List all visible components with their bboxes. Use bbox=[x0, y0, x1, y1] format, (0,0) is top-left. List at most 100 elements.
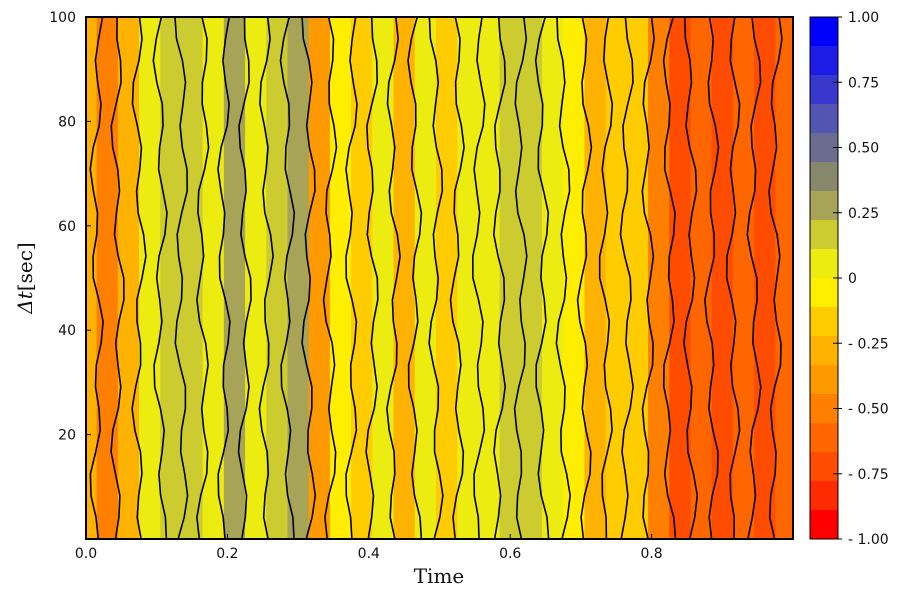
contour-band bbox=[86, 17, 98, 539]
colorbar-level bbox=[810, 452, 838, 482]
contour-band bbox=[160, 17, 183, 539]
contour-line bbox=[641, 17, 656, 539]
colorbar-tick-label: 0.75 bbox=[848, 75, 879, 91]
colorbar-level bbox=[810, 17, 838, 47]
contour-band bbox=[775, 17, 793, 539]
contour-line bbox=[725, 17, 741, 539]
contour-line bbox=[237, 17, 252, 539]
contour-line bbox=[704, 17, 720, 539]
x-axis-label: Time bbox=[414, 564, 465, 588]
contour-lines bbox=[89, 17, 783, 539]
contour-line bbox=[217, 17, 231, 539]
svg-text:Δt[sec]: Δt[sec] bbox=[13, 242, 37, 314]
colorbar-level bbox=[810, 481, 838, 511]
contour-band bbox=[139, 17, 161, 539]
contour-band bbox=[329, 17, 352, 539]
colorbar-level bbox=[810, 191, 838, 221]
contour-band bbox=[711, 17, 734, 539]
colorbar-level bbox=[810, 75, 838, 105]
contour-line bbox=[598, 17, 614, 539]
contour-line bbox=[513, 17, 528, 539]
contour-line bbox=[471, 17, 486, 539]
x-tick-label: 0.8 bbox=[640, 546, 662, 562]
contour-band bbox=[351, 17, 373, 539]
contour-band bbox=[669, 17, 692, 539]
contour-fill bbox=[86, 17, 793, 539]
colorbar-tick-label: - 0.25 bbox=[848, 336, 889, 352]
contour-band bbox=[435, 17, 458, 539]
x-tick-label: 0.0 bbox=[75, 546, 97, 562]
contour-line bbox=[279, 17, 296, 539]
x-tick-label: 0.4 bbox=[358, 546, 380, 562]
contour-band bbox=[520, 17, 543, 539]
contour-band bbox=[478, 17, 501, 539]
contour-band bbox=[584, 17, 607, 539]
colorbar-tick-label: - 0.75 bbox=[848, 467, 889, 483]
colorbar-level bbox=[810, 336, 838, 366]
contour-line bbox=[746, 17, 762, 539]
contour-band bbox=[266, 17, 289, 539]
colorbar-level bbox=[810, 278, 838, 308]
contour-band bbox=[308, 17, 331, 539]
colorbar-level bbox=[810, 162, 838, 192]
y-tick-label: 80 bbox=[58, 114, 76, 130]
contour-line bbox=[386, 17, 401, 539]
contour-line bbox=[301, 17, 317, 539]
colorbar-tick-label: 0.25 bbox=[848, 206, 879, 222]
y-axis: 20 40 60 80 100 bbox=[49, 10, 91, 444]
y-tick-label: 20 bbox=[58, 428, 76, 444]
colorbar-tick-label: 0 bbox=[848, 271, 857, 287]
colorbar-tick-label: - 1.00 bbox=[848, 532, 889, 548]
contour-band bbox=[499, 17, 522, 539]
contour-line bbox=[534, 17, 550, 539]
colorbar-level bbox=[810, 46, 838, 76]
contour-line bbox=[131, 17, 147, 539]
contour-band bbox=[287, 17, 310, 539]
colorbar-axis: 1.00 0.75 0.50 0.25 0 - 0.25 - 0.50 - 0.75 - 1.0… bbox=[833, 10, 889, 548]
contour-line bbox=[196, 17, 210, 539]
contour-line bbox=[768, 17, 783, 539]
contour-band bbox=[117, 17, 140, 539]
contour-line bbox=[428, 17, 444, 539]
contour-line bbox=[345, 17, 358, 539]
y-axis-label: Δt[sec] bbox=[13, 242, 37, 314]
contour-line bbox=[683, 17, 699, 539]
y-axis-label-unit: [sec] bbox=[13, 242, 37, 291]
x-tick-label: 0.6 bbox=[499, 546, 521, 562]
contour-line bbox=[365, 17, 379, 539]
colorbar-level bbox=[810, 104, 838, 134]
colorbar-level bbox=[810, 365, 838, 395]
contour-band bbox=[605, 17, 628, 539]
contour-line bbox=[407, 17, 423, 539]
contour-band bbox=[690, 17, 713, 539]
contour-line bbox=[662, 17, 677, 539]
colorbar-tick-label: - 0.50 bbox=[848, 402, 889, 418]
y-tick-label: 60 bbox=[58, 219, 76, 235]
y-tick-label: 40 bbox=[58, 323, 76, 339]
contour-line bbox=[174, 17, 189, 539]
contour-line bbox=[449, 17, 465, 539]
colorbar-tick-label: 0.50 bbox=[848, 141, 879, 157]
contour-band bbox=[457, 17, 479, 539]
contour-band bbox=[414, 17, 437, 539]
contour-band bbox=[245, 17, 267, 539]
colorbar-level bbox=[810, 423, 838, 453]
x-axis: 0.0 0.2 0.4 0.6 0.8 bbox=[75, 534, 663, 562]
colorbar-level bbox=[810, 510, 838, 540]
contour-line bbox=[110, 17, 125, 539]
contour-band bbox=[181, 17, 204, 539]
contour-line bbox=[152, 17, 168, 539]
contour-band bbox=[542, 17, 564, 539]
contour-line bbox=[258, 17, 274, 539]
contour-line bbox=[555, 17, 572, 539]
contour-band bbox=[563, 17, 586, 539]
contour-line bbox=[89, 17, 104, 539]
contour-line bbox=[492, 17, 507, 539]
contour-line bbox=[576, 17, 593, 539]
contour-line bbox=[322, 17, 338, 539]
contour-band bbox=[393, 17, 416, 539]
colorbar-level bbox=[810, 249, 838, 279]
colorbar-level bbox=[810, 220, 838, 250]
